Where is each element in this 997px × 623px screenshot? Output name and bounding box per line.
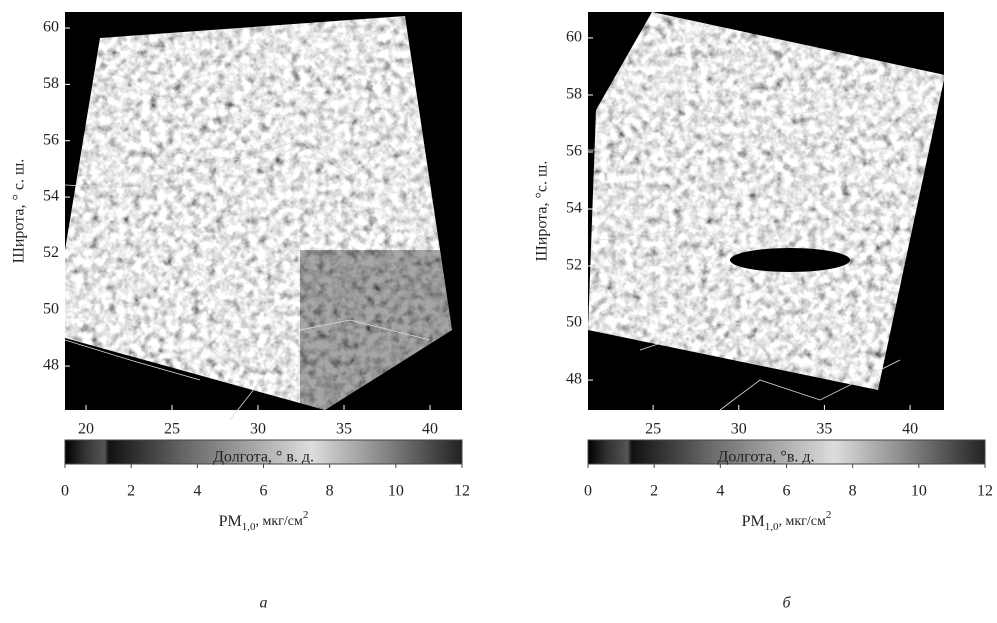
y-tick-label: 52 xyxy=(43,244,59,261)
figure: 202530354048505254565860Долгота, ° в. д.… xyxy=(0,0,997,623)
x-tick-label: 25 xyxy=(645,421,661,438)
map-data xyxy=(65,12,462,410)
x-axis-label: Долгота, ° в. д. xyxy=(213,449,314,466)
colorbar-tick-label: 0 xyxy=(584,483,592,500)
colorbar-tick-label: 10 xyxy=(911,483,927,500)
y-tick-label: 58 xyxy=(566,86,582,103)
y-tick-label: 56 xyxy=(43,131,59,148)
x-tick-label: 25 xyxy=(164,421,180,438)
y-tick-label: 50 xyxy=(43,300,59,317)
y-tick-label: 52 xyxy=(566,257,582,274)
colorbar-tick-label: 0 xyxy=(61,483,69,500)
x-tick-label: 20 xyxy=(78,421,94,438)
label-base: PM xyxy=(742,513,765,530)
y-tick-label: 60 xyxy=(43,19,59,36)
y-tick-label: 50 xyxy=(566,314,582,331)
label-superscript: 2 xyxy=(303,509,309,521)
colorbar-tick-label: 8 xyxy=(326,483,334,500)
y-tick-label: 48 xyxy=(566,371,582,388)
y-tick-label: 56 xyxy=(566,143,582,160)
colorbar-tick-label: 8 xyxy=(849,483,857,500)
colorbar-tick-label: 4 xyxy=(193,483,201,500)
colorbar-tick-label: 2 xyxy=(650,483,658,500)
x-tick-label: 35 xyxy=(816,421,832,438)
panel-caption: б xyxy=(782,595,791,612)
x-tick-label: 30 xyxy=(731,421,747,438)
label-unit: , мкг/см xyxy=(256,514,304,529)
colorbar-tick-label: 12 xyxy=(454,483,470,500)
label-subscript: 1,0 xyxy=(765,521,779,533)
colorbar-tick-label: 4 xyxy=(716,483,724,500)
y-tick-label: 58 xyxy=(43,75,59,92)
y-tick-label: 48 xyxy=(43,357,59,374)
colorbar-tick-label: 6 xyxy=(260,483,268,500)
x-tick-label: 40 xyxy=(902,421,918,438)
label-unit: , мкг/см xyxy=(779,514,827,529)
colorbar-tick-label: 2 xyxy=(127,483,135,500)
colorbar-tick-label: 6 xyxy=(783,483,791,500)
y-tick-label: 60 xyxy=(566,29,582,46)
colorbar-tick-label: 12 xyxy=(977,483,993,500)
colorbar-label: PM1,0, мкг/см2 xyxy=(742,509,832,533)
label-subscript: 1,0 xyxy=(242,521,256,533)
y-axis-label: Широта, ° с. ш. xyxy=(11,159,28,264)
x-tick-label: 35 xyxy=(336,421,352,438)
label-superscript: 2 xyxy=(826,509,832,521)
x-tick-label: 40 xyxy=(422,421,438,438)
label-base: PM xyxy=(219,513,242,530)
y-axis-label: Широта, °с. ш. xyxy=(534,161,551,262)
panel-caption: а xyxy=(260,595,268,612)
y-tick-label: 54 xyxy=(43,188,59,205)
colorbar-tick-label: 10 xyxy=(388,483,404,500)
colorbar-label: PM1,0, мкг/см2 xyxy=(219,509,309,533)
y-tick-label: 54 xyxy=(566,200,582,217)
x-tick-label: 30 xyxy=(250,421,266,438)
x-axis-label: Долгота, °в. д. xyxy=(717,449,814,466)
